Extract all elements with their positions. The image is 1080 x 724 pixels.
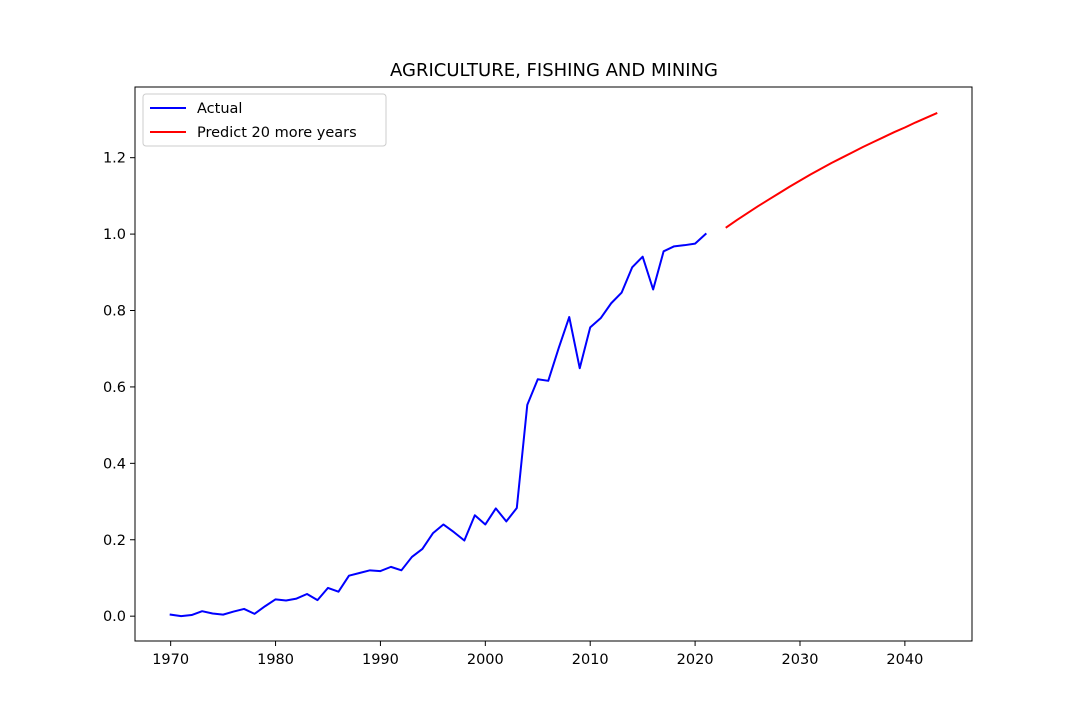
- x-tick-label: 1980: [257, 652, 294, 668]
- y-tick-label: 0.6: [103, 380, 126, 396]
- x-axis: 1970 1980 1990 2000 2010 2020 2030 2040: [152, 641, 923, 668]
- series-line-prediction: [725, 112, 938, 229]
- y-tick-label: 0.4: [103, 456, 126, 472]
- y-axis: 0.0 0.2 0.4 0.6 0.8 1.0 1.2: [103, 151, 135, 625]
- chart-title: AGRICULTURE, FISHING AND MINING: [390, 60, 718, 81]
- series-layer: [169, 112, 938, 618]
- series-line-actual: [169, 232, 708, 618]
- y-tick-label: 0.2: [103, 533, 126, 549]
- x-tick-label: 2040: [886, 652, 923, 668]
- y-tick-label: 1.2: [103, 151, 126, 167]
- x-tick-label: 2020: [677, 652, 714, 668]
- y-tick-label: 1.0: [103, 227, 126, 243]
- legend-label: Actual: [197, 101, 242, 117]
- x-tick-label: 2000: [467, 652, 504, 668]
- x-tick-label: 1990: [362, 652, 399, 668]
- y-tick-label: 0.8: [103, 304, 126, 320]
- legend-box: [142, 93, 387, 147]
- x-tick-label: 1970: [152, 652, 189, 668]
- plot-frame: [134, 86, 973, 642]
- legend-label: Predict 20 more years: [197, 125, 357, 141]
- x-tick-label: 2010: [572, 652, 609, 668]
- x-tick-label: 2030: [782, 652, 819, 668]
- y-tick-label: 0.0: [103, 609, 126, 625]
- legend: Actual Predict 20 more years: [142, 93, 387, 147]
